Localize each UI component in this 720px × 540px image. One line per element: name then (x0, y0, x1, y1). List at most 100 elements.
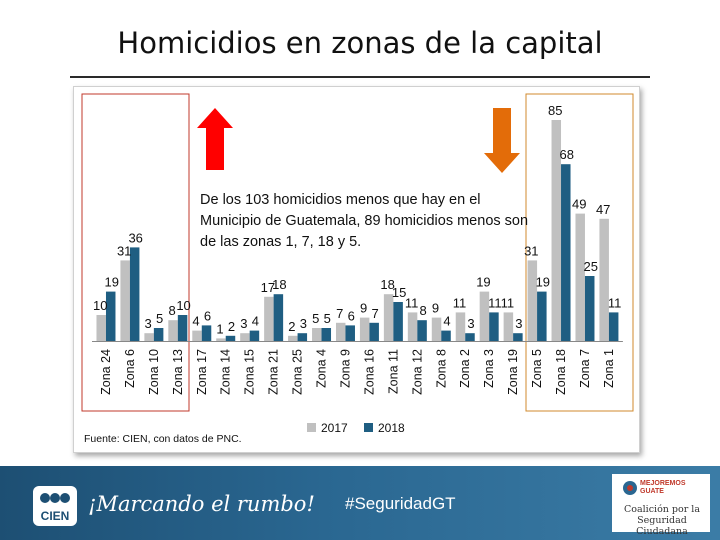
bar-2017-zona-4 (312, 328, 322, 341)
bar-2017-zona-7 (575, 213, 585, 341)
value-label-2017-zona-11: 18 (380, 277, 394, 292)
value-label-2017-zona-24: 10 (93, 298, 107, 313)
value-label-2018-zona-3: 11 (488, 295, 502, 310)
category-label-group: Zona 24 Zona 6 Zona 10 Zona 13 Zona 17 Zona 1… (99, 349, 616, 395)
bar-group (96, 120, 619, 341)
category-label: Zona 15 (243, 349, 257, 395)
bar-2017-zona-18 (551, 120, 562, 341)
category-label: Zona 5 (530, 349, 544, 388)
value-label-2018-zona-9: 6 (348, 308, 355, 323)
value-label-2018-zona-16: 7 (372, 306, 379, 321)
category-label: Zona 9 (338, 349, 352, 388)
value-label-2018-zona-18: 68 (560, 147, 574, 162)
category-label: Zona 10 (147, 349, 161, 395)
bar-2017-zona-1 (599, 218, 609, 341)
value-label-2017-zona-14: 1 (216, 321, 223, 336)
bar-2017-zona-2 (455, 312, 466, 341)
coalition-brand-line-2: GUATE (640, 488, 664, 495)
category-label: Zona 24 (99, 349, 113, 395)
value-label-2017-zona-12: 11 (405, 295, 419, 310)
value-label-2017-zona-16: 9 (360, 301, 367, 316)
value-label-2017-zona-10: 3 (145, 316, 152, 331)
category-label: Zona 16 (362, 349, 376, 395)
bar-2018-zona-3 (489, 312, 499, 341)
value-label-2017-zona-17: 4 (192, 314, 199, 329)
bar-2017-zona-5 (527, 260, 538, 341)
bar-2017-zona-15 (240, 333, 250, 341)
footer-hashtag: #SeguridadGT (345, 494, 456, 513)
bar-2018-zona-18 (561, 164, 571, 341)
value-label-2018-zona-7: 25 (583, 259, 597, 274)
bar-2018-zona-14 (225, 335, 236, 341)
value-label-2017-zona-21: 17 (261, 280, 275, 295)
category-label: Zona 3 (482, 349, 496, 388)
arrow-group (197, 108, 520, 173)
bar-2017-zona-19 (503, 312, 514, 341)
highlight-box-left (81, 93, 190, 412)
value-label-2017-zona-3: 19 (476, 275, 490, 290)
value-label-2018-zona-5: 19 (536, 275, 550, 290)
cien-logo-text: CIEN (41, 509, 70, 523)
category-label: Zona 8 (434, 349, 448, 388)
bar-2017-zona-24 (96, 315, 106, 341)
bar-2018-zona-2 (465, 333, 475, 341)
bar-2018-zona-5 (537, 291, 547, 341)
value-label-2017-zona-6: 31 (117, 243, 131, 258)
legend-label-2018: 2018 (378, 421, 405, 435)
coalition-name: Coalición por la Seguridad Ciudadana (623, 504, 700, 537)
bar-2017-zona-3 (479, 291, 490, 341)
highlight-box-right (525, 93, 634, 412)
bar-2018-zona-24 (105, 291, 116, 341)
bar-2017-zona-13 (168, 320, 178, 341)
value-label-2018-zona-14: 2 (228, 319, 235, 334)
legend-swatch-2018 (364, 423, 373, 432)
annotation-text: De los 103 homicidios menos que hay en e… (200, 192, 529, 250)
bar-2018-zona-13 (177, 315, 188, 341)
bar-2018-zona-19 (513, 333, 523, 341)
coalition-brand: MEJOREMOS GUATE (640, 480, 686, 496)
value-label-2018-zona-11: 15 (392, 285, 406, 300)
value-label-2018-zona-19: 3 (515, 316, 522, 331)
bar-2017-zona-12 (407, 312, 418, 341)
title-rule (70, 76, 650, 78)
bar-2018-zona-4 (321, 328, 332, 341)
value-label-2017-zona-9: 7 (336, 306, 343, 321)
category-label: Zona 21 (267, 349, 281, 395)
bar-2017-zona-11 (383, 294, 394, 341)
footer-bar (0, 466, 720, 540)
category-label: Zona 25 (291, 349, 305, 395)
footer-slogan: ¡Marcando el rumbo! (88, 492, 315, 516)
cien-logo-icon: CIEN (33, 486, 77, 526)
highlight-boxes (81, 93, 634, 412)
value-label-2017-zona-25: 2 (288, 319, 295, 334)
value-label-2018-zona-25: 3 (300, 316, 307, 331)
value-label-2017-zona-7: 49 (572, 197, 586, 212)
bar-2018-zona-21 (273, 294, 284, 341)
value-label-2017-zona-4: 5 (312, 311, 319, 326)
bar-2018-zona-25 (297, 333, 308, 341)
category-label: Zona 7 (578, 349, 592, 388)
coalition-brand-line-1: MEJOREMOS (640, 480, 686, 487)
category-label: Zona 13 (171, 349, 185, 395)
value-label-2017-zona-1: 47 (596, 202, 610, 217)
category-label: Zona 19 (506, 349, 520, 395)
chart-panel (73, 86, 640, 453)
category-label: Zona 2 (458, 349, 472, 388)
bar-2017-zona-16 (359, 317, 370, 341)
slide-title: Homicidios en zonas de la capital (117, 26, 603, 60)
value-label-2018-zona-12: 8 (419, 303, 426, 318)
bar-2018-zona-12 (417, 320, 427, 341)
legend-label-2017: 2017 (321, 421, 348, 435)
value-label-2018-zona-4: 5 (324, 311, 331, 326)
value-label-2018-zona-24: 19 (104, 275, 118, 290)
bar-2017-zona-10 (144, 333, 154, 341)
value-label-2018-zona-10: 5 (156, 311, 163, 326)
value-label-2017-zona-8: 9 (432, 301, 439, 316)
source-note: Fuente: CIEN, con datos de PNC. (84, 433, 242, 445)
bar-2017-zona-8 (431, 317, 442, 341)
bar-2017-zona-9 (335, 322, 346, 341)
bar-2018-zona-9 (345, 325, 355, 341)
bar-2018-zona-17 (201, 325, 212, 341)
